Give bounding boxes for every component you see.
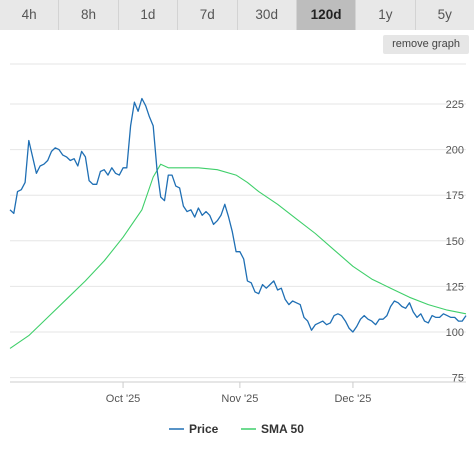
remove-graph-button[interactable]: remove graph: [383, 35, 469, 54]
x-tick-label-1: Nov '25: [221, 393, 258, 405]
y-tick-label-225: 225: [446, 99, 464, 111]
tab-8h[interactable]: 8h: [59, 0, 119, 30]
y-tick-label-125: 125: [446, 281, 464, 293]
x-tick-label-0: Oct '25: [106, 393, 141, 405]
tab-1d[interactable]: 1d: [119, 0, 179, 30]
y-tick-label-150: 150: [446, 236, 464, 248]
series-line-sma-50: [9, 163, 467, 349]
legend-label-price: Price: [189, 422, 219, 436]
tab-4h[interactable]: 4h: [0, 0, 60, 30]
legend-label-sma-50: SMA 50: [261, 422, 304, 436]
tab-30d[interactable]: 30d: [238, 0, 297, 30]
series-line-price: [9, 97, 467, 333]
tab-5y[interactable]: 5y: [437, 7, 452, 22]
y-tick-label-100: 100: [446, 327, 464, 339]
tab-120d[interactable]: 120d: [296, 0, 357, 30]
y-tick-label-200: 200: [446, 145, 464, 157]
tab-7d[interactable]: 7d: [178, 0, 238, 30]
x-tick-label-2: Dec '25: [334, 393, 371, 405]
y-tick-label-75: 75: [452, 373, 464, 385]
time-range-tabs: 4h 8h 1d 7d 30d 120d 1y 5y: [0, 0, 474, 30]
tab-1y[interactable]: 1y: [356, 0, 416, 30]
y-tick-label-175: 175: [446, 190, 464, 202]
